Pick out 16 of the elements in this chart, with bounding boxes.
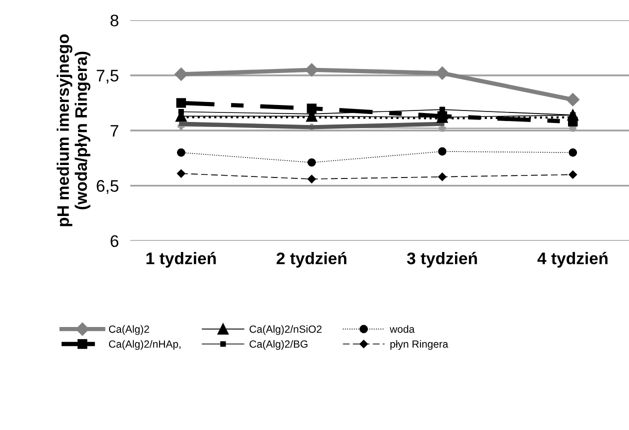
x-tick-label: 4 tydzień [537,252,608,268]
x-tick-label: 2 tydzień [276,252,346,268]
legend-label: Ca(Alg)2/nSiO2 [250,325,322,335]
legend-label: Ca(Alg)2/nHAp, [108,340,180,350]
legend-label: woda [390,325,415,333]
x-tick-label: 1 tydzień [146,252,216,268]
y-tick-label: 8 [110,14,118,26]
y-tick-label: 6,5 [96,180,118,194]
y-tick-label: 7 [110,125,118,137]
legend-label: płyn Ringera [390,340,448,350]
y-tick-label: 6 [110,235,118,248]
legend-label: Ca(Alg)2 [108,325,150,335]
y-tick-label: 7,5 [96,70,118,84]
x-tick-label: 3 tydzień [407,252,477,268]
y-axis-title: pH medium imersyjnego (woda/płyn Ringera) [56,34,90,226]
legend-label: Ca(Alg)2/BG [250,340,308,350]
